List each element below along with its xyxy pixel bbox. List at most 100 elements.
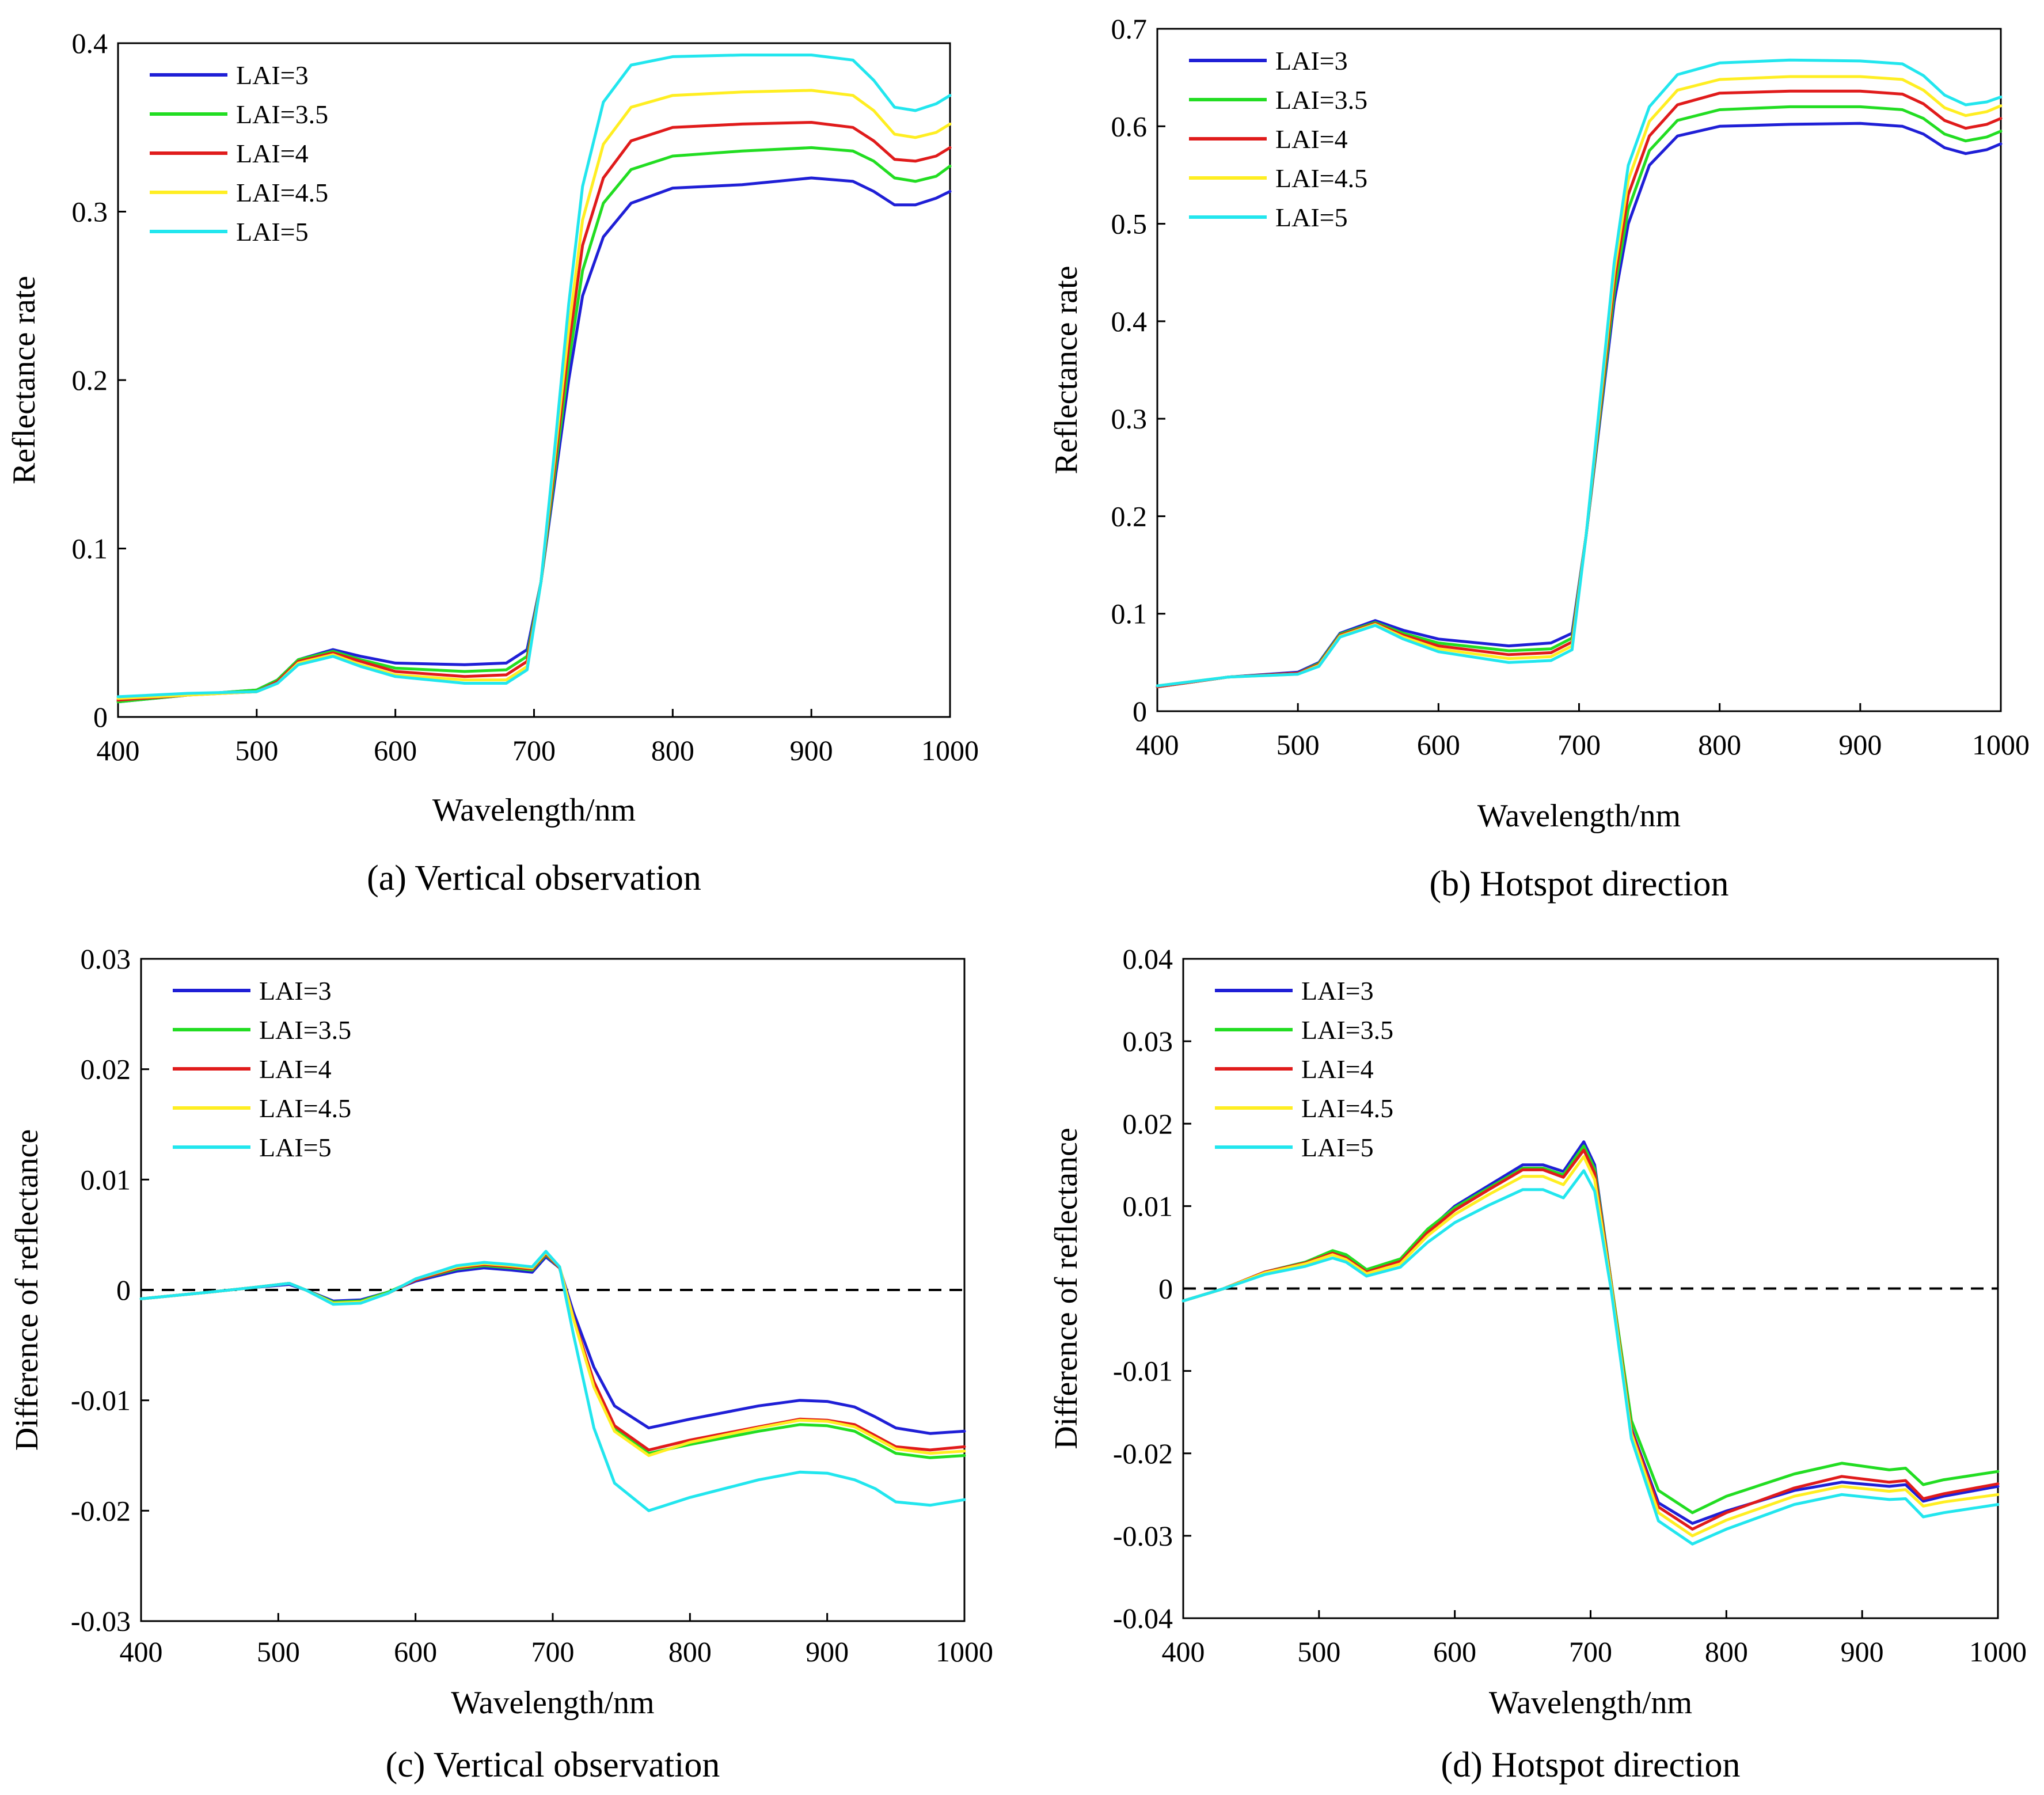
y-tick-label: 0.7 <box>1111 13 1148 45</box>
chart-caption: (b) Hotspot direction <box>1429 864 1728 904</box>
x-tick-label: 900 <box>1841 1635 1884 1668</box>
legend-label: LAI=3 <box>1275 46 1348 75</box>
y-tick-label: 0 <box>116 1274 131 1306</box>
x-axis-label: Wavelength/nm <box>1477 798 1681 834</box>
x-tick-label: 1000 <box>936 1635 993 1668</box>
x-axis-label: Wavelength/nm <box>432 792 636 828</box>
x-tick-label: 800 <box>1698 728 1741 761</box>
x-tick-label: 800 <box>1705 1635 1748 1668</box>
legend-label: LAI=3.5 <box>1301 1015 1393 1045</box>
y-tick-label: 0.6 <box>1111 110 1148 142</box>
legend-label: LAI=4.5 <box>1275 164 1367 193</box>
legend-label: LAI=3 <box>1301 976 1374 1005</box>
x-tick-label: 900 <box>790 734 833 766</box>
y-tick-label: 0.1 <box>1111 598 1148 630</box>
x-tick-label: 600 <box>1417 728 1460 761</box>
x-tick-label: 600 <box>374 734 417 766</box>
x-tick-label: 500 <box>235 734 278 766</box>
y-tick-label: 0 <box>1158 1273 1173 1305</box>
legend-label: LAI=5 <box>236 217 309 246</box>
y-tick-label: 0.3 <box>72 196 108 228</box>
series-line-lai-5 <box>139 1250 966 1512</box>
y-tick-label: 0.04 <box>1123 943 1173 975</box>
series-line-lai-4-5 <box>139 1251 966 1457</box>
y-tick-label: -0.03 <box>71 1605 131 1637</box>
series-line-lai-5 <box>1181 1169 2000 1546</box>
x-tick-label: 600 <box>394 1635 437 1668</box>
x-tick-label: 700 <box>512 734 556 766</box>
y-tick-label: -0.02 <box>71 1494 131 1527</box>
y-axis-label: Reflectance rate <box>6 276 42 484</box>
y-axis-label: Difference of reflectance <box>9 1129 45 1451</box>
y-tick-label: 0.02 <box>1123 1107 1173 1140</box>
legend-label: LAI=3 <box>236 60 309 90</box>
x-tick-label: 700 <box>1557 728 1601 761</box>
x-tick-label: 700 <box>531 1635 575 1668</box>
series-line-lai-4-5 <box>116 89 952 700</box>
x-tick-label: 600 <box>1433 1635 1476 1668</box>
x-tick-label: 700 <box>1569 1635 1612 1668</box>
legend-label: LAI=4 <box>259 1054 332 1084</box>
series-line-lai-4 <box>139 1252 966 1452</box>
y-tick-label: 0.3 <box>1111 403 1148 435</box>
series-line-lai-3 <box>1181 1140 2000 1525</box>
x-tick-label: 800 <box>668 1635 712 1668</box>
y-tick-label: -0.04 <box>1113 1602 1173 1634</box>
chart-panel-d: 400 500 600 700 800 900 1000 -0.04 -0.03 -0.02 -0.… <box>1048 943 2027 1785</box>
legend-label: LAI=4 <box>236 139 309 168</box>
legend-label: LAI=3 <box>259 976 332 1005</box>
x-tick-label: 400 <box>97 734 140 766</box>
y-tick-label: 0.03 <box>81 943 131 975</box>
y-tick-label: 0 <box>93 701 108 733</box>
series-line-lai-5 <box>116 54 952 699</box>
chart-panel-c: 400 500 600 700 800 900 1000 -0.03 -0.02 -0.01 0 0.… <box>9 943 993 1785</box>
y-tick-label: -0.01 <box>71 1384 131 1417</box>
x-tick-label: 900 <box>1838 728 1882 761</box>
x-tick-label: 500 <box>1297 1635 1340 1668</box>
chart-caption: (d) Hotspot direction <box>1441 1745 1740 1785</box>
x-tick-label: 400 <box>1136 728 1179 761</box>
x-tick-label: 500 <box>257 1635 300 1668</box>
x-tick-label: 400 <box>1162 1635 1205 1668</box>
x-tick-label: 800 <box>651 734 694 766</box>
y-tick-label: 0.1 <box>72 533 108 565</box>
x-tick-label: 400 <box>120 1635 163 1668</box>
x-axis-label: Wavelength/nm <box>1489 1685 1692 1721</box>
x-axis-label: Wavelength/nm <box>451 1685 654 1721</box>
legend-label: LAI=4 <box>1301 1054 1374 1084</box>
x-tick-label: 900 <box>806 1635 849 1668</box>
series-line-lai-4-5 <box>1181 1155 2000 1538</box>
legend-label: LAI=3.5 <box>259 1015 351 1045</box>
series-line-lai-3 <box>139 1255 966 1435</box>
y-tick-label: 0.02 <box>81 1053 131 1086</box>
legend-label: LAI=3.5 <box>236 100 328 129</box>
chart-caption: (c) Vertical observation <box>386 1745 720 1785</box>
legend-label: LAI=4.5 <box>259 1094 351 1123</box>
chart-panel-a: 400 500 600 700 800 900 1000 0 0.1 0.2 0.3 0.4 LAI=3… <box>6 27 979 898</box>
legend-label: LAI=3.5 <box>1275 85 1367 115</box>
x-tick-label: 1000 <box>1969 1635 2027 1668</box>
x-tick-label: 1000 <box>1972 728 2030 761</box>
y-tick-label: -0.03 <box>1113 1520 1173 1552</box>
y-tick-label: 0.5 <box>1111 208 1148 240</box>
y-tick-label: 0.2 <box>72 364 108 396</box>
legend-label: LAI=5 <box>259 1133 332 1162</box>
y-tick-label: 0.03 <box>1123 1025 1173 1057</box>
series-line-lai-4 <box>116 121 952 702</box>
y-tick-label: 0.01 <box>1123 1190 1173 1222</box>
legend-label: LAI=5 <box>1301 1133 1374 1162</box>
legend-label: LAI=5 <box>1275 203 1348 232</box>
series-line-lai-5 <box>1156 58 2003 688</box>
y-tick-label: 0.4 <box>72 27 108 59</box>
legend-label: LAI=4.5 <box>1301 1094 1393 1123</box>
legend-label: LAI=4 <box>1275 124 1348 154</box>
chart-caption: (a) Vertical observation <box>367 859 701 898</box>
series-line-lai-3-5 <box>116 146 952 704</box>
y-tick-label: 0.01 <box>81 1163 131 1196</box>
chart-panel-b: 400 500 600 700 800 900 1000 0 0.1 0.2 0.3 0.4 0.5 0.… <box>1048 13 2030 904</box>
y-tick-label: 0 <box>1133 695 1147 727</box>
y-axis-label: Reflectance rate <box>1048 265 1084 474</box>
x-tick-label: 1000 <box>921 734 979 766</box>
y-tick-label: 0.2 <box>1111 500 1148 532</box>
